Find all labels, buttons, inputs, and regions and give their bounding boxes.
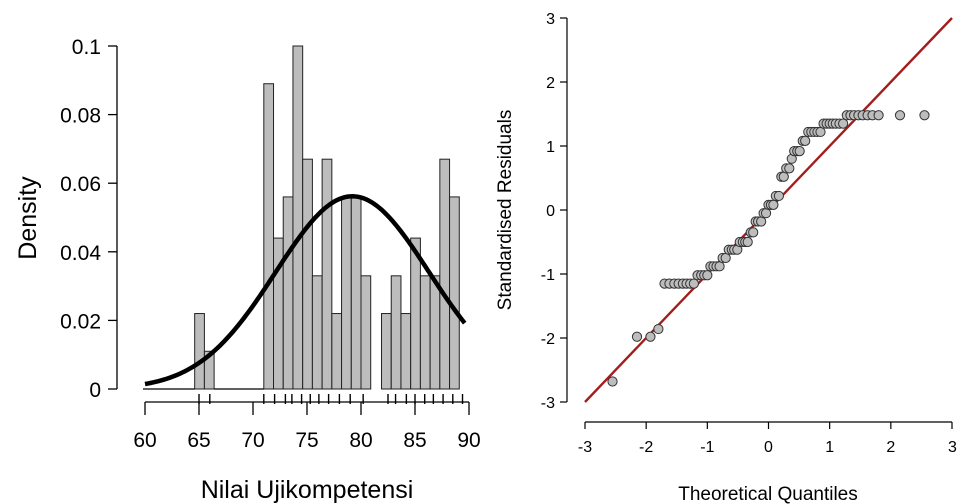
qq-y-tick-label: -3	[541, 395, 555, 412]
qq-point-3	[653, 323, 664, 335]
histogram-chart: 0 0.02 0.04 0.06 0.08 0.1 60 65 70 75 80 85 90 Nila…	[14, 36, 481, 504]
histogram-bar-15	[390, 275, 402, 390]
histogram-y-axis-label: Density	[14, 176, 42, 260]
qq-y-tick-label: 0	[546, 203, 555, 220]
qq-point-71	[873, 110, 884, 121]
histogram-bar-12	[360, 275, 372, 390]
histogram-bar-2	[263, 83, 275, 390]
histogram-bar-5	[292, 45, 304, 390]
qq-y-tick-label: 3	[546, 11, 555, 28]
qq-points	[607, 110, 930, 387]
qq-x-axis: -3 -2 -1 0 1 2 3	[578, 421, 957, 456]
histogram-bar-8	[321, 158, 333, 390]
qq-point-72	[894, 110, 906, 121]
histogram-bar-6	[302, 158, 313, 390]
histogram-bar-7	[311, 275, 323, 390]
histogram-y-tick-label: 0.06	[60, 173, 101, 196]
qq-x-tick-label: -2	[639, 439, 653, 456]
qq-point-31	[748, 227, 759, 238]
histogram-bar-14	[381, 313, 392, 390]
qq-y-tick-label: 2	[546, 75, 555, 92]
qq-point-49	[794, 146, 805, 157]
qq-x-tick-label: 1	[825, 439, 834, 456]
qq-plot-chart: -3 -2 -1 0 1 2 3 -3 -2 -1 0 1 2 3 Theoretical Quanti…	[495, 11, 957, 504]
histogram-y-tick-label: 0.02	[60, 310, 101, 333]
qq-point-63	[838, 118, 849, 129]
qq-x-tick-label: -3	[578, 439, 592, 456]
histogram-x-axis-label: Nilai Ujikompetensi	[201, 476, 414, 504]
qq-point-29	[742, 236, 753, 248]
histogram-bar-18	[419, 275, 431, 390]
qq-x-tick-label: 2	[886, 439, 895, 456]
histogram-x-tick-label: 85	[403, 429, 426, 452]
histogram-bar-0	[194, 313, 205, 390]
qq-point-41	[773, 190, 784, 202]
histogram-x-tick-label: 75	[295, 429, 318, 452]
histogram-bar-16	[400, 313, 412, 390]
histogram-x-tick-label: 60	[133, 429, 156, 452]
qq-point-34	[756, 216, 767, 227]
qq-point-73	[919, 110, 930, 121]
histogram-y-axis: 0 0.02 0.04 0.06 0.08 0.1	[60, 36, 118, 402]
histogram-bar-4	[282, 196, 294, 390]
histogram-bar-9	[331, 313, 343, 390]
histogram-y-tick-label: 0.08	[60, 105, 101, 128]
qq-point-51	[800, 135, 811, 146]
qq-point-39	[768, 199, 779, 210]
qq-x-tick-label: -1	[700, 439, 714, 456]
qq-y-tick-label: -2	[541, 331, 555, 348]
qq-y-axis: -3 -2 -1 0 1 2 3	[541, 11, 568, 412]
histogram-x-tick-label: 70	[241, 429, 264, 452]
qq-point-15	[702, 270, 713, 281]
histogram-y-tick-label: 0.1	[72, 36, 101, 59]
qq-point-21	[720, 252, 731, 264]
qq-x-tick-label: 3	[948, 439, 957, 456]
histogram-y-tick-label: 0.04	[60, 242, 101, 265]
histogram-bar-19	[429, 275, 441, 390]
histogram-rug	[198, 394, 464, 404]
histogram-bar-10	[341, 196, 352, 390]
qq-point-2	[645, 331, 656, 342]
qq-point-0	[607, 376, 618, 387]
qq-y-tick-label: -1	[541, 267, 555, 284]
qq-point-36	[760, 208, 772, 219]
qq-y-tick-label: 1	[546, 139, 555, 156]
histogram-bar-20	[439, 158, 451, 390]
histogram-bar-11	[350, 196, 362, 390]
qq-x-tick-label: 0	[764, 439, 773, 456]
histogram-x-tick-label: 80	[349, 429, 372, 452]
histogram-bar-1	[203, 350, 215, 390]
qq-y-axis-label: Standardised Residuals	[495, 110, 516, 311]
histogram-bars	[143, 45, 460, 390]
qq-point-1	[631, 331, 643, 342]
histogram-x-axis: 60 65 70 75 80 85 90	[133, 401, 481, 452]
qq-point-45	[784, 163, 795, 174]
density-curve	[144, 194, 467, 387]
histogram-x-tick-label: 90	[457, 429, 480, 452]
qq-point-19	[714, 261, 725, 272]
histogram-y-tick-label: 0	[89, 379, 101, 402]
qq-point-43	[778, 171, 789, 182]
qq-x-axis-label: Theoretical Quantiles	[678, 484, 858, 504]
histogram-bar-21	[449, 196, 460, 390]
histogram-x-tick-label: 65	[187, 429, 210, 452]
qq-point-56	[815, 126, 826, 138]
qq-point-11	[688, 278, 699, 289]
